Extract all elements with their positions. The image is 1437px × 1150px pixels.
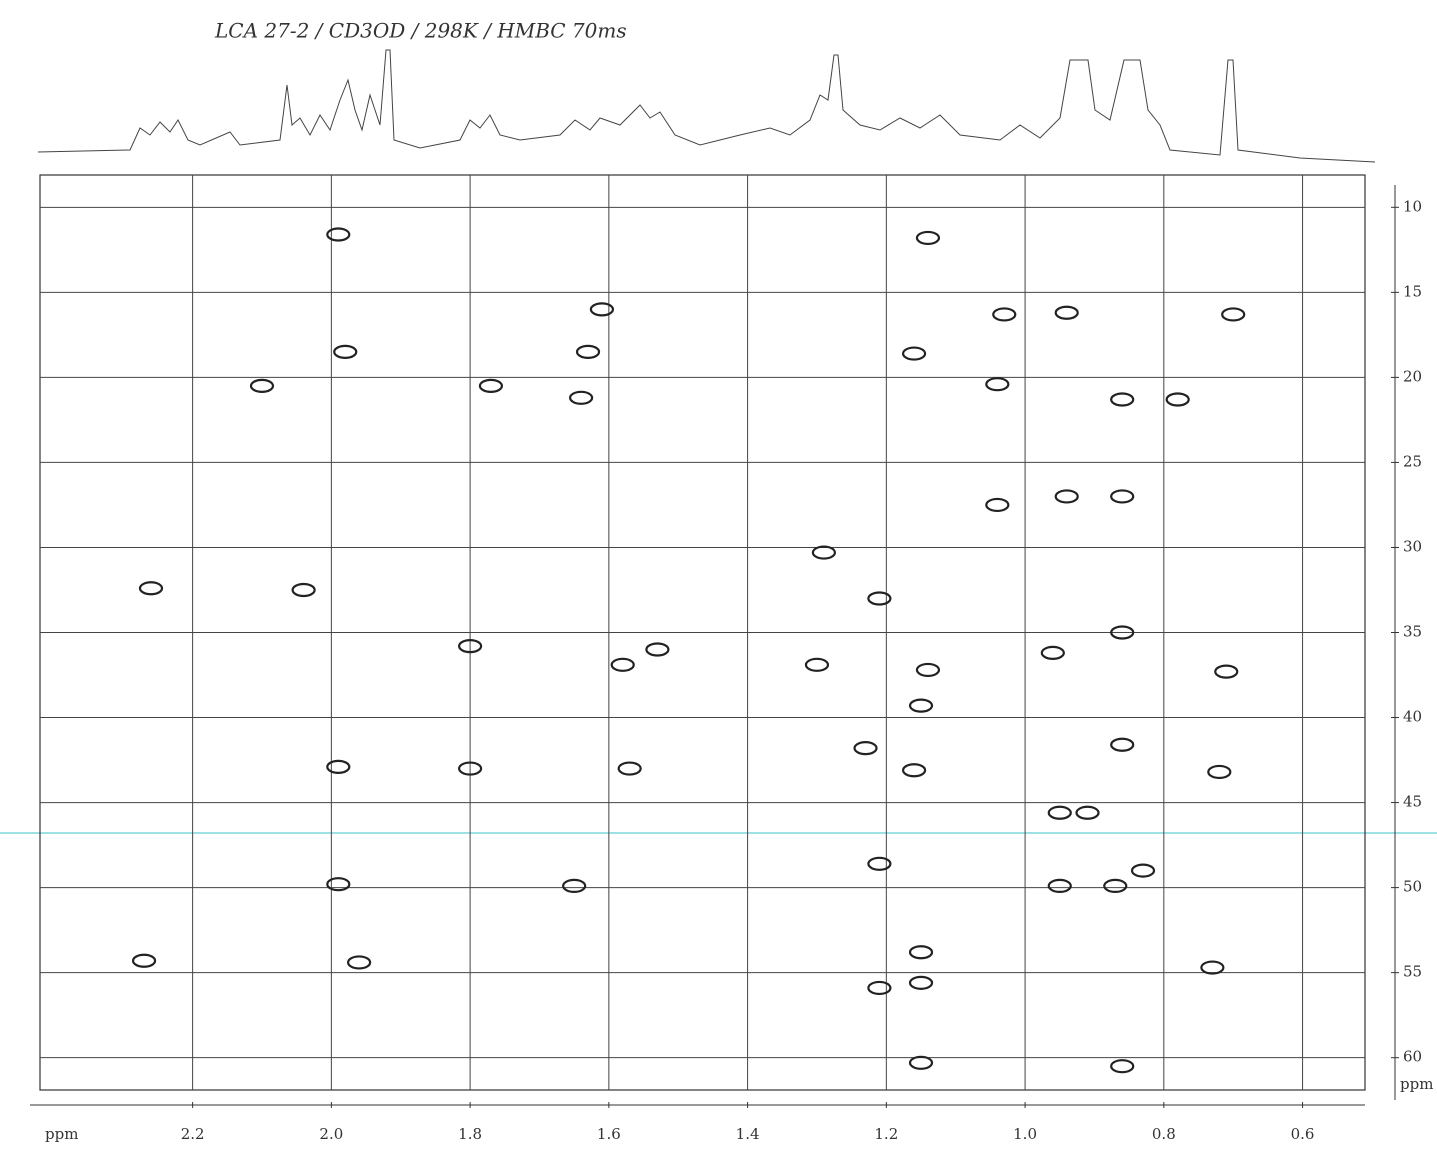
cross-peak: [1040, 645, 1065, 661]
cross-peak: [908, 945, 934, 960]
y-tick-label: 20: [1403, 367, 1422, 385]
cross-peak: [1221, 307, 1246, 322]
cross-peak: [138, 581, 164, 596]
x-tick-label: 0.6: [1291, 1125, 1315, 1143]
cross-peak: [458, 761, 483, 776]
x-tick-label: 2.0: [319, 1125, 343, 1143]
cross-peak: [333, 344, 358, 359]
cross-peak: [1110, 489, 1135, 504]
cross-peak: [908, 698, 934, 713]
cross-peak: [1207, 764, 1232, 780]
y-tick-label: 55: [1403, 963, 1422, 981]
cross-peak: [985, 497, 1010, 513]
x-tick-label: 1.8: [458, 1125, 482, 1143]
cross-peak: [1214, 664, 1239, 679]
y-tick-label: 35: [1403, 623, 1422, 641]
y-tick-label: 30: [1403, 537, 1422, 555]
y-axis-label: ppm: [1400, 1075, 1433, 1093]
cross-peak: [326, 877, 351, 892]
y-tick-label: 15: [1403, 282, 1422, 300]
cross-peak: [131, 953, 157, 968]
cross-peak: [867, 591, 892, 606]
y-tick-label: 60: [1403, 1048, 1422, 1066]
y-tick-label: 40: [1403, 708, 1422, 726]
x-tick-label: 1.6: [597, 1125, 621, 1143]
cross-peak: [1075, 805, 1100, 820]
cross-peak: [291, 582, 316, 598]
y-tick-label: 50: [1403, 878, 1422, 896]
cross-peak: [985, 377, 1010, 392]
cross-peak: [1110, 392, 1135, 407]
cross-peak: [1110, 625, 1135, 640]
y-tick-label: 45: [1403, 793, 1422, 811]
cross-peak: [1200, 960, 1225, 975]
cross-peak: [992, 307, 1017, 322]
cross-peak: [589, 302, 615, 317]
cross-peak: [1054, 305, 1079, 320]
cross-peak: [908, 1055, 934, 1070]
cross-peak: [867, 856, 892, 871]
cross-peak: [853, 741, 878, 756]
x-tick-label: 2.2: [181, 1125, 205, 1143]
cross-peak: [575, 344, 601, 359]
cross-peak: [901, 763, 927, 778]
cross-peak: [908, 975, 934, 990]
cross-peak: [1054, 489, 1079, 504]
cross-peak: [478, 378, 504, 393]
cross-peak: [915, 230, 941, 246]
y-tick-label: 10: [1403, 197, 1422, 215]
cross-peak: [1103, 878, 1128, 894]
cross-peak: [610, 657, 635, 672]
x-tick-label: 1.0: [1013, 1125, 1037, 1143]
y-tick-label: 25: [1403, 452, 1422, 470]
cross-peak: [568, 390, 594, 405]
cross-peak: [326, 227, 351, 242]
cross-peak: [1130, 863, 1156, 878]
cross-peak: [1110, 1059, 1135, 1074]
cross-peak: [1110, 737, 1135, 752]
x-tick-label: 1.4: [736, 1125, 760, 1143]
projection-trace: [37, 49, 1376, 163]
cross-peak: [326, 759, 351, 774]
x-axis-label: ppm: [45, 1125, 78, 1143]
cross-peak: [249, 378, 275, 393]
cross-peak: [915, 662, 941, 678]
cross-peak: [901, 346, 927, 361]
cross-peak: [458, 639, 483, 654]
cross-peak: [562, 878, 587, 894]
cross-peak: [867, 980, 892, 996]
cross-peak: [645, 642, 670, 657]
cross-peak: [1047, 878, 1072, 894]
x-tick-label: 1.2: [874, 1125, 898, 1143]
x-tick-label: 0.8: [1152, 1125, 1176, 1143]
cross-peak: [804, 657, 830, 672]
cross-peak: [1047, 805, 1072, 820]
cross-peak: [617, 761, 642, 776]
cross-peak: [1165, 392, 1190, 407]
chart-title: LCA 27-2 / CD3OD / 298K / HMBC 70ms: [214, 19, 627, 43]
cross-peak: [811, 545, 837, 560]
cross-peak: [347, 955, 372, 970]
